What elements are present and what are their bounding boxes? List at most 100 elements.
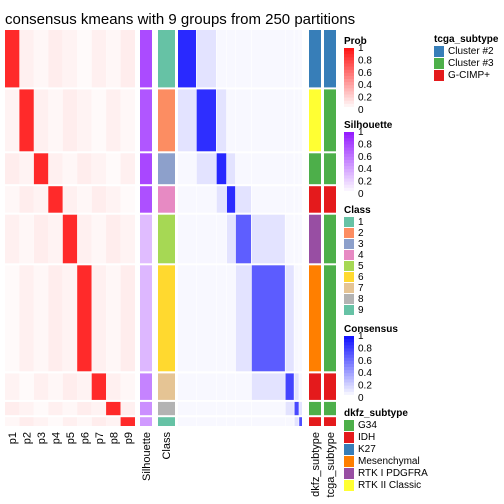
prob-cell-g5-p5 [62, 214, 78, 264]
prob-cell-g1-p4 [48, 30, 63, 88]
consensus-legend-tick-2: 0.6 [358, 356, 372, 367]
prob-legend-swatch-7 [344, 69, 354, 74]
silhouette-legend-swatch-3 [344, 141, 354, 145]
consensus-block-1-3 [216, 30, 227, 88]
consensus-legend-swatch-3 [344, 345, 354, 349]
prob-cell-g5-p9 [120, 214, 135, 264]
prob-cell-g1-p3 [33, 30, 49, 88]
consensus-legend-swatch-8 [344, 360, 354, 365]
prob-legend-swatch-3 [344, 57, 354, 61]
dkfz-subtype-legend-swatch-3 [344, 456, 354, 467]
prob-cell-g3-p9 [120, 153, 135, 185]
consensus-block-7-7 [285, 373, 294, 400]
consensus-block-6-1 [178, 265, 196, 372]
dkfz-subtype-legend-swatch-4 [344, 468, 354, 479]
consensus-block-3-1 [178, 153, 196, 185]
prob-cell-g6-p5 [62, 265, 78, 372]
prob-cell-g1-p7 [91, 30, 107, 88]
silhouette-legend-swatch-7 [344, 153, 354, 158]
silhouette-legend-swatch-17 [344, 184, 354, 189]
silhouette-bar-group-5 [140, 214, 152, 264]
consensus-legend-swatch-18 [344, 391, 354, 396]
prob-legend-swatch-4 [344, 60, 354, 64]
prob-legend-swatch-15 [344, 94, 354, 98]
silhouette-legend-swatch-13 [344, 172, 354, 176]
consensus-block-6-4 [226, 265, 236, 372]
tcga-subtype-legend-title: tcga_subtype [434, 34, 499, 45]
prob-cell-g4-p6 [77, 186, 92, 213]
prob-legend-swatch-11 [344, 82, 354, 86]
silhouette-legend-swatch-0 [344, 132, 354, 136]
class-legend-title: Class [344, 205, 371, 216]
consensus-legend-tick-0: 1 [358, 331, 364, 342]
tcga-subtype-bar-group-7 [324, 373, 336, 400]
dkfz-subtype-bar-group-5 [309, 214, 321, 264]
consensus-block-4-9 [299, 186, 302, 213]
silhouette-bar-group-3 [140, 153, 152, 185]
consensus-legend-swatch-19 [344, 394, 354, 399]
prob-cell-g1-p1 [5, 30, 20, 88]
consensus-block-3-3 [216, 153, 227, 185]
consensus-block-7-1 [178, 373, 196, 400]
consensus-block-9-9 [299, 417, 302, 426]
consensus-block-4-8 [294, 186, 299, 213]
prob-cell-g8-p6 [77, 401, 92, 416]
tcga-subtype-bar-group-4 [324, 186, 336, 213]
col-label-p6: p6 [79, 432, 91, 444]
consensus-block-4-5 [235, 186, 251, 213]
prob-cell-g2-p2 [19, 89, 34, 152]
consensus-block-4-3 [216, 186, 227, 213]
prob-cell-g9-p2 [19, 417, 34, 426]
consensus-block-6-3 [216, 265, 227, 372]
consensus-block-2-7 [285, 89, 294, 152]
consensus-block-9-5 [235, 417, 251, 426]
consensus-legend-swatch-14 [344, 379, 354, 383]
dkfz-subtype-bar-group-4 [309, 186, 321, 213]
consensus-block-6-7 [285, 265, 294, 372]
silhouette-legend-swatch-16 [344, 181, 354, 186]
consensus-legend-swatch-1 [344, 339, 354, 343]
consensus-block-8-7 [285, 401, 294, 416]
consensus-block-3-7 [285, 153, 294, 185]
prob-cell-g9-p6 [77, 417, 92, 426]
consensus-block-8-1 [178, 401, 196, 416]
prob-cell-g6-p6 [77, 265, 92, 372]
silhouette-bar-group-2 [140, 89, 152, 152]
silhouette-legend-tick-4: 0.2 [358, 177, 372, 188]
silhouette-legend-swatch-12 [344, 169, 354, 173]
consensus-block-2-8 [294, 89, 299, 152]
prob-cell-g8-p3 [33, 401, 49, 416]
consensus-legend-swatch-9 [344, 363, 354, 368]
silhouette-bar-group-7 [140, 373, 152, 400]
tcga-subtype-bar-group-2 [324, 89, 336, 152]
prob-cell-g8-p7 [91, 401, 107, 416]
prob-cell-g9-p8 [106, 417, 121, 426]
prob-cell-g5-p3 [33, 214, 49, 264]
chart-title: consensus kmeans with 9 groups from 250 … [5, 11, 355, 28]
dkfz-subtype-legend-label-0: G34 [358, 420, 377, 431]
silhouette-legend-swatch-9 [344, 159, 354, 164]
silhouette-legend-swatch-10 [344, 163, 354, 167]
silhouette-legend-tick-0: 1 [358, 127, 364, 138]
col-label-p3: p3 [36, 432, 48, 444]
prob-cell-g9-p5 [62, 417, 78, 426]
consensus-block-9-8 [294, 417, 299, 426]
consensus-block-1-6 [251, 30, 285, 88]
consensus-block-5-2 [196, 214, 216, 264]
consensus-legend-swatch-5 [344, 351, 354, 355]
prob-cell-g6-p4 [48, 265, 63, 372]
prob-cell-g1-p8 [106, 30, 121, 88]
silhouette-bar-group-4 [140, 186, 152, 213]
consensus-block-4-7 [285, 186, 294, 213]
prob-cell-g7-p8 [106, 373, 121, 400]
dkfz-subtype-bar-group-2 [309, 89, 321, 152]
consensus-block-9-6 [251, 417, 285, 426]
silhouette-legend-swatch-19 [344, 190, 354, 195]
class-bar-group-3 [158, 153, 175, 185]
consensus-legend-swatch-6 [344, 354, 354, 359]
silhouette-legend-swatch-8 [344, 156, 354, 161]
prob-legend-swatch-5 [344, 63, 354, 67]
dkfz-subtype-bar-group-6 [309, 265, 321, 372]
prob-cell-g4-p5 [62, 186, 78, 213]
